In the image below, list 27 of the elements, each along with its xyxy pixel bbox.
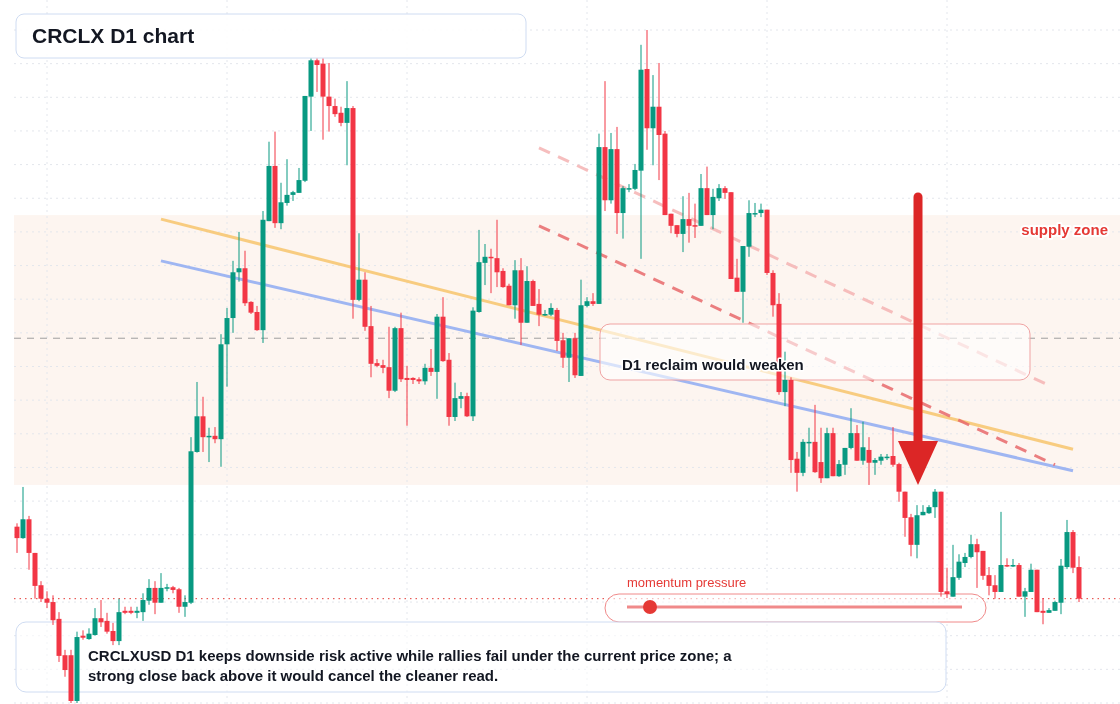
candlestick: [1004, 557, 1010, 568]
annotation: CRCLXUSD D1 keeps downside risk active while rallies fail under the current price zone; a strong close back above it would cancel the cleaner read.: [88, 647, 733, 684]
candlestick: [344, 80, 350, 166]
candlestick: [464, 392, 470, 418]
chart-title: CRCLX D1 chart: [32, 24, 195, 47]
candlestick: [680, 195, 686, 253]
candlestick: [650, 74, 656, 166]
candlestick: [968, 534, 974, 559]
candlestick: [200, 396, 206, 453]
candlestick: [14, 522, 20, 554]
band-label: supply zone: [1021, 221, 1108, 239]
candlestick: [428, 348, 434, 377]
candlestick: [860, 421, 866, 466]
candlestick: [1010, 558, 1016, 568]
candlestick: [236, 231, 242, 283]
candlestick: [20, 486, 26, 540]
candlestick: [866, 436, 872, 486]
candlestick: [590, 292, 596, 307]
candlestick: [422, 363, 428, 386]
candlestick: [356, 232, 362, 302]
candlestick: [152, 580, 158, 615]
candlestick: [932, 488, 938, 519]
candlestick: [80, 629, 86, 641]
candlestick: [326, 62, 332, 133]
annotation: momentum pressure: [627, 575, 747, 590]
candlestick: [566, 337, 572, 383]
candlestick: [848, 407, 854, 450]
